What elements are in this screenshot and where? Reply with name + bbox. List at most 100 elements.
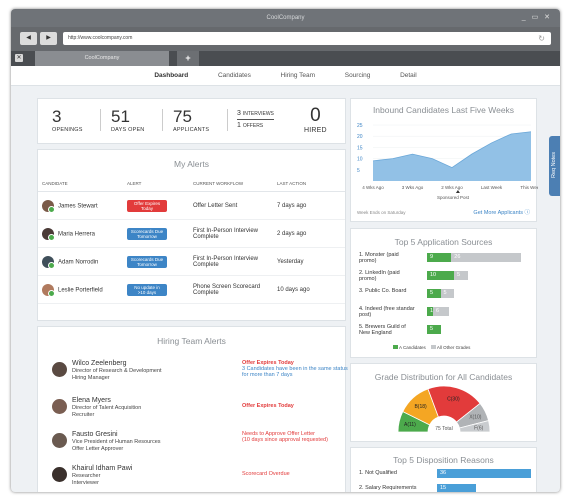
grade-distribution-card: Grade Distribution for All Candidates A(… (350, 363, 537, 442)
sponsored-post-marker: Sponsored Post (437, 195, 470, 200)
candidate-name[interactable]: Leslie Porterfield (58, 287, 103, 294)
alert-badge: Offer Expires Today (127, 199, 167, 212)
nav-dashboard[interactable]: Dashboard (154, 72, 189, 79)
list-item[interactable]: Fausto Gresini Vice President of Human R… (52, 431, 342, 463)
alert-cell: Scorecards Due Tomorrow (123, 219, 189, 248)
disposition-bar: 15 (437, 484, 476, 492)
list-item[interactable]: Wilco Zeelenberg Director of Research & … (52, 360, 348, 392)
y-tick-label: 10 (357, 157, 363, 163)
y-tick-label: 5 (357, 168, 360, 174)
member-alert: Needs to Approve Offer Letter (10 days s… (242, 431, 352, 443)
metric-hired: 0 HIRED (304, 105, 327, 134)
alert-text: Offer Expires Today (242, 360, 294, 366)
x-tick-label: Last Week (481, 185, 503, 190)
alert-text: Offer Expires Today (242, 403, 294, 409)
candidate-name[interactable]: Adam Norrodin (58, 259, 99, 266)
candidate-name[interactable]: Maria Herrera (58, 231, 96, 238)
member-role: Hiring Manager (72, 375, 110, 381)
close-tab-icon[interactable]: ✕ (15, 54, 23, 62)
last-action-cell: Yesterday (273, 247, 345, 276)
candidate-name[interactable]: James Stewart (58, 203, 98, 210)
legend-swatch-b (430, 345, 436, 349)
disposition-label: 2. Salary Requirements (359, 485, 417, 491)
member-alert: Scorecard Overdue (242, 471, 352, 477)
my-alerts-card: My Alerts CANDIDATE ALERT CURRENT WORKFL… (37, 149, 346, 321)
column-header: ALERT (123, 176, 189, 192)
x-tick-label: This Week (520, 185, 538, 190)
grade-title: Grade Distribution for All Candidates (374, 372, 513, 382)
applicants-label: APPLICANTS (173, 127, 210, 133)
member-name[interactable]: Khairul Idham Pawi (72, 465, 133, 472)
member-name[interactable]: Elena Myers (72, 397, 111, 404)
slice-label: X(10) (469, 414, 482, 420)
table-row[interactable]: Maria Herrera Scorecards Due Tomorrow Fi… (38, 219, 345, 248)
source-label: 2. LinkedIn (paid promo) (359, 270, 400, 282)
list-item[interactable]: Elena Myers Director of Talent Acquisiti… (52, 397, 342, 429)
list-item[interactable]: Khairul Idham Pawi Researcher Interviewe… (52, 465, 342, 492)
member-name[interactable]: Wilco Zeelenberg (72, 360, 127, 367)
url-text: http://www.coolcompany.com (68, 35, 133, 41)
legend-swatch-a (393, 345, 398, 349)
req-notes-label: Req Notes (551, 152, 557, 178)
avatar (52, 467, 67, 482)
address-bar[interactable]: http://www.coolcompany.com ↻ (63, 32, 551, 45)
bar-other-grades: 26 (451, 253, 522, 262)
member-alert: Offer Expires Today 3 Candidates have be… (242, 360, 352, 378)
table-row[interactable]: Leslie Porterfield No update in >10 days… (38, 275, 345, 304)
alert-badge: Scorecards Due Tomorrow (127, 255, 167, 268)
alerts-table: CANDIDATE ALERT CURRENT WORKFLOW LAST AC… (38, 176, 345, 304)
window-controls-icon[interactable]: _ ▭ ✕ (521, 14, 552, 21)
get-more-applicants-link[interactable]: Get More Applicants ⓘ (473, 208, 530, 216)
applicants-value: 75 (173, 107, 192, 126)
hired-value: 0 (310, 105, 321, 126)
gauge-total-label: 75 Total (435, 426, 452, 432)
app-navigation: Dashboard Candidates Hiring Team Sourcin… (11, 66, 560, 86)
nav-detail[interactable]: Detail (400, 72, 417, 79)
my-alerts-title: My Alerts (174, 159, 209, 169)
metric-interviews-offers: 3 INTERVIEWS 1 OFFERS (237, 110, 274, 129)
inbound-candidates-card: Inbound Candidates Last Five Weeks 5 10 15… (350, 98, 538, 222)
new-tab-button[interactable]: + (177, 51, 199, 66)
req-notes-tab[interactable]: Req Notes (549, 136, 560, 196)
inbound-area-chart: 5 10 15 20 25 4 Wks Ago 3 Wks Ago 2 Wks Ago Last… (357, 123, 538, 193)
workflow-cell: First In-Person Interview Complete (189, 219, 273, 248)
member-role: Interviewer (72, 480, 99, 486)
table-row[interactable]: Adam Norrodin Scorecards Due Tomorrow Fi… (38, 247, 345, 276)
legend-a: A Candidates (399, 345, 426, 350)
member-name[interactable]: Fausto Gresini (72, 431, 118, 438)
bar-other-grades: 5 (454, 271, 468, 280)
browser-window: CoolCompany _ ▭ ✕ ◀ ▶ http://www.coolcom… (11, 9, 560, 492)
nav-sourcing[interactable]: Sourcing (344, 72, 371, 79)
column-header: CANDIDATE (38, 176, 123, 192)
application-sources-card: Top 5 Application Sources 1. Monster (pa… (350, 228, 537, 358)
last-action-cell: 10 days ago (273, 275, 345, 304)
disposition-row: 1. Not Qualified 36 (359, 469, 531, 483)
browser-tab[interactable]: CoolCompany (35, 51, 169, 66)
reload-icon[interactable]: ↻ (538, 34, 545, 43)
nav-candidates[interactable]: Candidates (217, 72, 251, 79)
member-role: Recruiter (72, 412, 95, 418)
alert-detail: (10 days since approval requested) (242, 437, 328, 443)
get-more-applicants-label: Get More Applicants (473, 210, 523, 216)
source-label: 5. Brewers Guild of New England (359, 324, 406, 336)
member-title: Researcher (72, 473, 101, 479)
bar-other-grades: 6 (433, 307, 450, 316)
candidate-cell: Leslie Porterfield (38, 275, 123, 304)
metric-openings: 3 OPENINGS (52, 107, 83, 133)
interviews-line: 3 INTERVIEWS (237, 110, 274, 120)
source-label: 3. Public Co. Board (359, 288, 407, 294)
slice-label: F(6) (474, 426, 484, 432)
nav-hiring-team[interactable]: Hiring Team (280, 72, 316, 79)
days-open-label: DAYS OPEN (111, 127, 145, 133)
hiring-team-title: Hiring Team Alerts (157, 336, 226, 346)
alert-text: Scorecard Overdue (242, 471, 290, 477)
table-row[interactable]: James Stewart Offer Expires Today Offer … (38, 191, 345, 220)
x-tick-label: 4 Wks Ago (362, 185, 384, 190)
y-tick-label: 15 (357, 145, 363, 151)
forward-button[interactable]: ▶ (40, 32, 57, 45)
week-note: Week Ends on Saturday (357, 210, 406, 215)
hired-label: HIRED (304, 127, 327, 134)
back-button[interactable]: ◀ (20, 32, 37, 45)
metric-days-open: 51 DAYS OPEN (111, 107, 144, 133)
source-row: 1. Monster (paid promo) 9 26 (359, 252, 529, 267)
